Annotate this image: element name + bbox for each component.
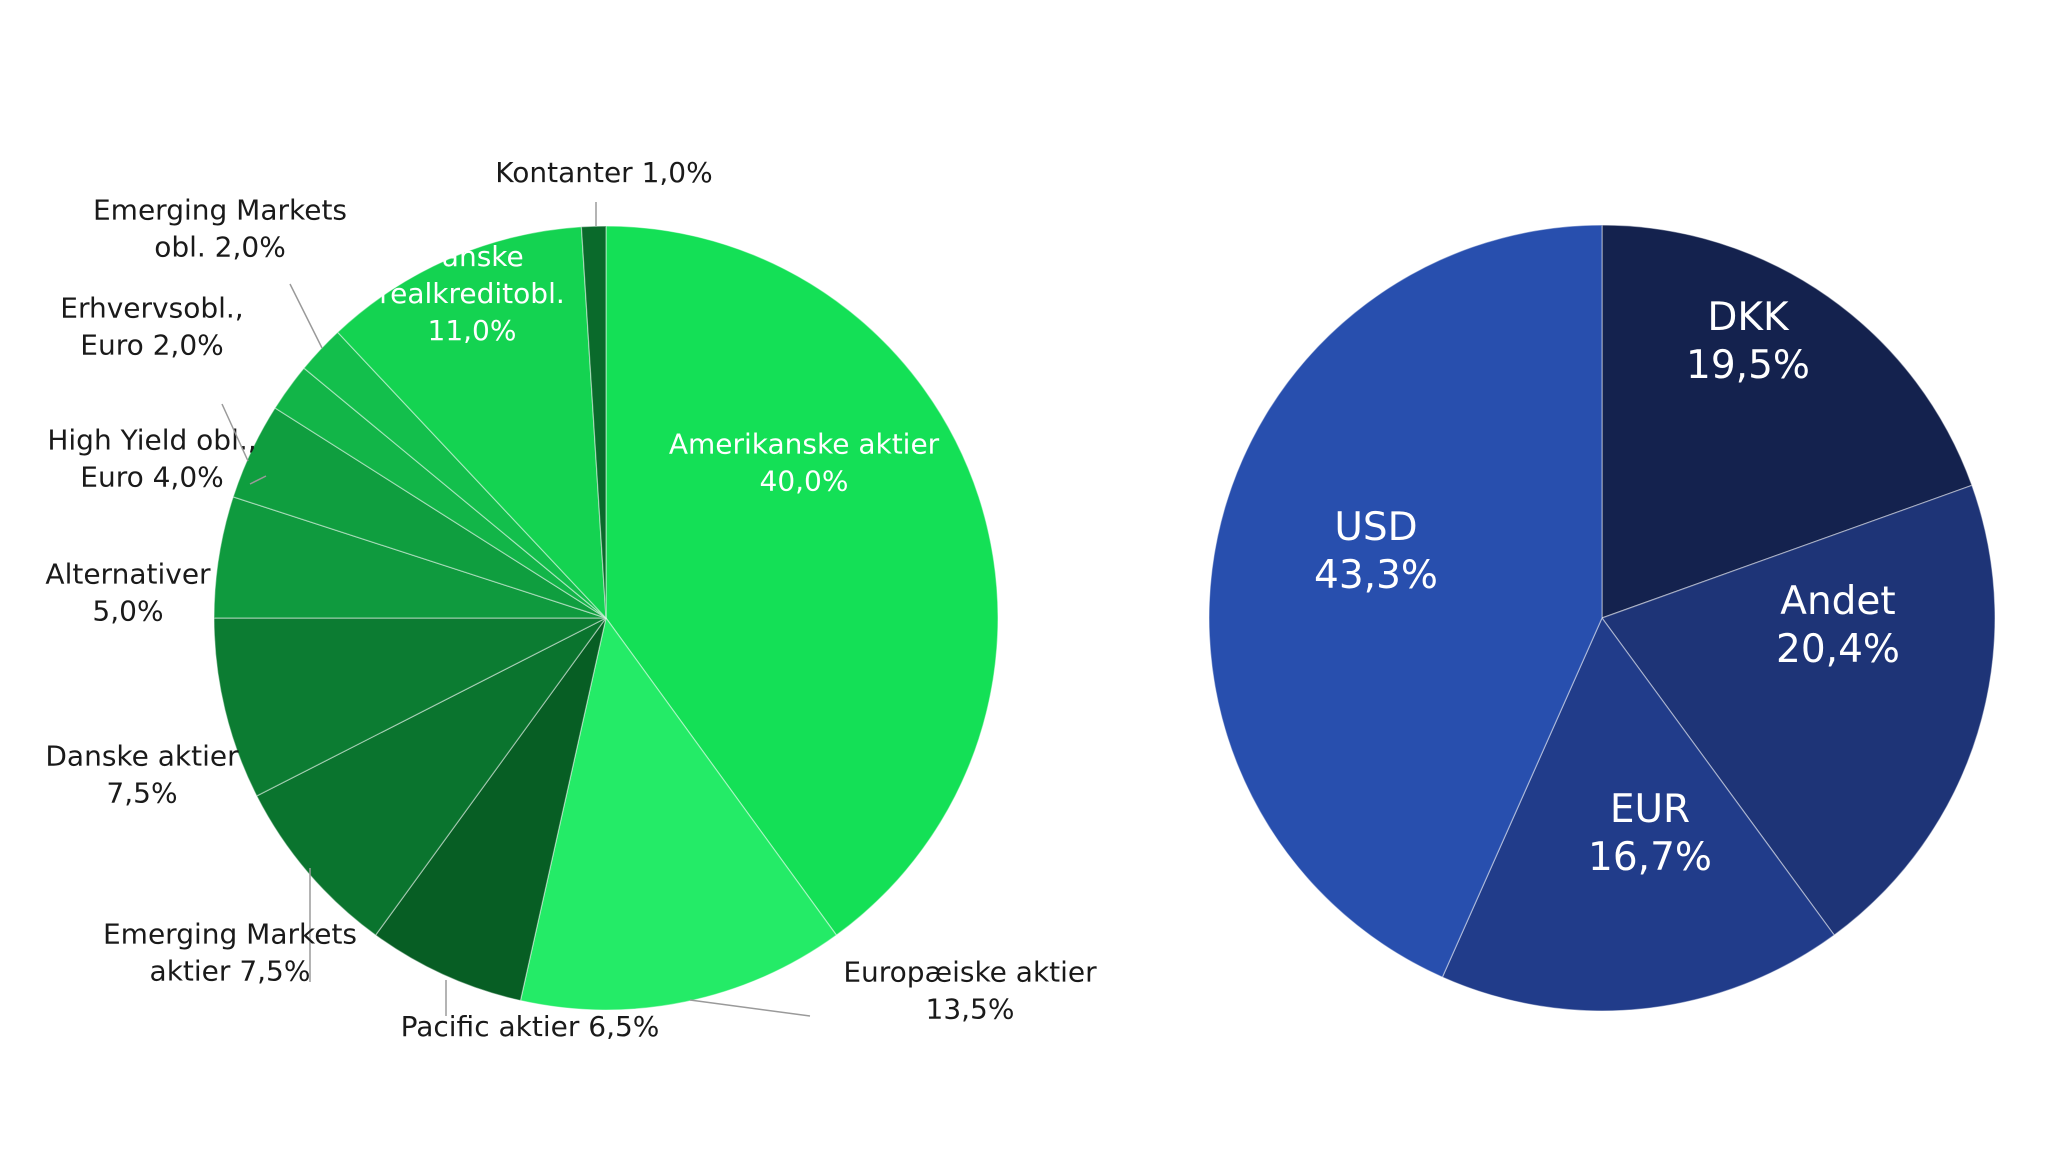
currency-slice-label-3-line-1: 43,3% xyxy=(1314,553,1438,598)
currency-slice-label-0: DKK 19,5% xyxy=(1686,295,1810,388)
allocation-slice-label-9-line-2: 11,0% xyxy=(428,314,517,347)
allocation-slice-label-9: Danske realkreditobl. 11,0% xyxy=(379,240,565,347)
allocation-leader-line-1 xyxy=(689,999,811,1017)
allocation-slice-0 xyxy=(605,225,999,936)
allocation-slice-label-7-line-1: Euro 2,0% xyxy=(80,329,224,362)
allocation-slice-label-5-line-1: 5,0% xyxy=(92,595,163,628)
allocation-slice-6 xyxy=(232,407,607,619)
currency-slice-1 xyxy=(1601,484,1996,936)
allocation-slice-label-0-line-1: 40,0% xyxy=(760,465,849,498)
currency-slice-label-1-line-0: Andet xyxy=(1780,579,1895,624)
currency-slice-label-2-line-1: 16,7% xyxy=(1588,835,1712,880)
currency-slice-3 xyxy=(1208,224,1603,978)
allocation-slice-label-7-line-0: Erhvervsobl., xyxy=(60,292,243,325)
allocation-slice-1 xyxy=(519,616,838,1011)
allocation-slice-label-6: High Yield obl., Euro 4,0% xyxy=(47,424,256,494)
currency-slice-label-2-line-0: EUR xyxy=(1610,787,1690,832)
allocation-slice-label-4-line-1: 7,5% xyxy=(106,777,177,810)
allocation-slice-7 xyxy=(274,367,607,619)
asset-allocation-pie-chart: Amerikanske aktier 40,0% Europæiske aktier… xyxy=(45,156,1097,1043)
allocation-slice-label-9-line-0: Danske xyxy=(420,240,524,273)
allocation-slice-4 xyxy=(213,617,607,797)
allocation-slice-label-7: Erhvervsobl., Euro 2,0% xyxy=(60,292,243,362)
allocation-slice-3 xyxy=(255,617,607,936)
currency-slice-label-1-line-1: 20,4% xyxy=(1776,627,1900,672)
currency-slice-2 xyxy=(1441,616,1836,1012)
allocation-leader-line-8 xyxy=(289,283,323,349)
currency-slice-label-3-line-0: USD xyxy=(1334,505,1417,550)
currency-slice-0 xyxy=(1601,224,1973,619)
allocation-slice-label-8-line-1: obl. 2,0% xyxy=(154,231,286,264)
currency-slice-label-1: Andet 20,4% xyxy=(1776,579,1900,672)
allocation-slice-label-0-line-0: Amerikanske aktier xyxy=(669,428,940,461)
allocation-slice-9 xyxy=(336,226,607,620)
allocation-slice-label-2: Pacific aktier 6,5% xyxy=(401,1010,660,1043)
currency-slice-label-2: EUR 16,7% xyxy=(1588,787,1712,880)
allocation-slice-2 xyxy=(374,617,607,1002)
currency-pie-chart: DKK 19,5% Andet 20,4% EUR 16,7% USD 43,3% xyxy=(1208,224,1996,1012)
allocation-slice-label-5: Alternativer 5,0% xyxy=(45,558,211,628)
allocation-slice-label-3-line-1: aktier 7,5% xyxy=(150,955,311,988)
allocation-slice-label-3: Emerging Markets aktier 7,5% xyxy=(103,918,357,988)
allocation-slice-label-1: Europæiske aktier 13,5% xyxy=(843,956,1097,1026)
allocation-slice-label-6-line-0: High Yield obl., xyxy=(47,424,256,457)
allocation-slice-label-6-line-1: Euro 4,0% xyxy=(80,461,224,494)
allocation-slice-5 xyxy=(213,496,607,619)
currency-slice-label-3: USD 43,3% xyxy=(1314,505,1438,598)
allocation-slice-label-1-line-0: Europæiske aktier xyxy=(843,956,1097,989)
allocation-slice-label-2-line-0: Pacific aktier 6,5% xyxy=(401,1010,660,1043)
currency-slice-label-0-line-1: 19,5% xyxy=(1686,343,1810,388)
allocation-slice-label-3-line-0: Emerging Markets xyxy=(103,918,357,951)
allocation-slice-label-10-line-0: Kontanter 1,0% xyxy=(495,156,712,189)
allocation-slice-label-8: Emerging Markets obl. 2,0% xyxy=(93,194,347,264)
allocation-slice-label-5-line-0: Alternativer xyxy=(45,558,211,591)
allocation-slice-8 xyxy=(303,331,607,619)
allocation-slice-label-10: Kontanter 1,0% xyxy=(495,156,712,189)
allocation-slice-label-8-line-0: Emerging Markets xyxy=(93,194,347,227)
allocation-slice-10 xyxy=(580,225,607,619)
currency-slice-label-0-line-0: DKK xyxy=(1707,295,1790,340)
allocation-slice-label-4-line-0: Danske aktier xyxy=(45,740,239,773)
allocation-slice-label-9-line-1: realkreditobl. xyxy=(379,277,565,310)
allocation-leader-line-7 xyxy=(221,403,249,462)
allocation-leader-line-6 xyxy=(249,475,267,485)
allocation-slice-label-0: Amerikanske aktier 40,0% xyxy=(669,428,940,498)
allocation-slice-label-4: Danske aktier 7,5% xyxy=(45,740,239,810)
allocation-slice-label-1-line-1: 13,5% xyxy=(926,993,1015,1026)
